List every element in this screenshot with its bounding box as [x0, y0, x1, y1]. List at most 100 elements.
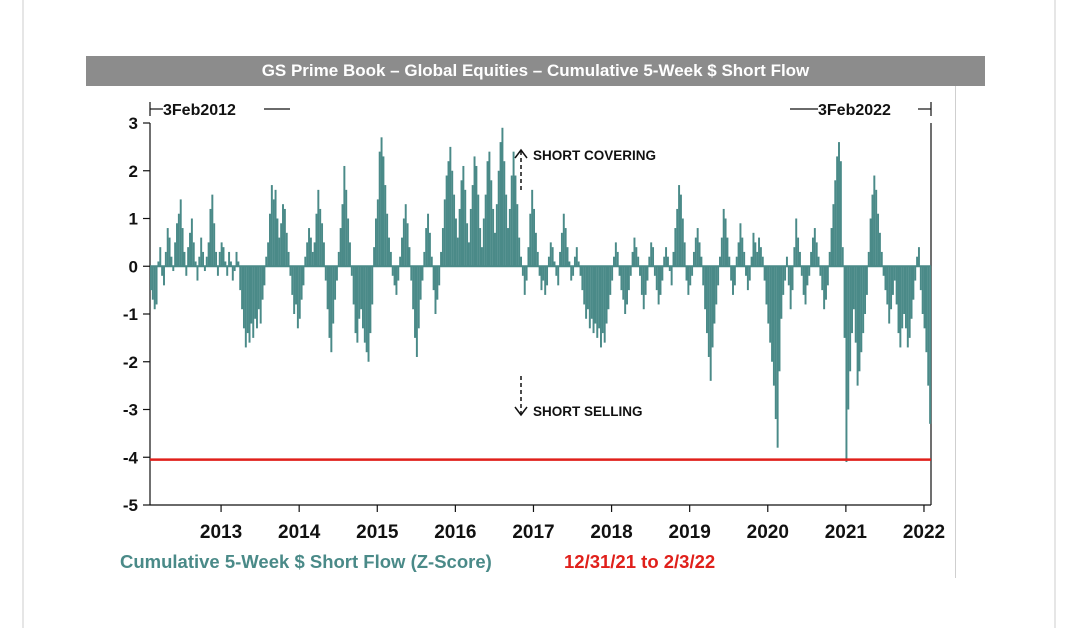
- bar: [830, 228, 833, 267]
- bar: [293, 266, 296, 314]
- bar: [269, 213, 271, 267]
- bar: [730, 266, 733, 281]
- bar: [482, 218, 485, 267]
- bar: [666, 256, 669, 267]
- bar: [865, 266, 868, 295]
- arrow-down-icon: [514, 406, 528, 417]
- bar: [573, 256, 576, 267]
- bar: [242, 266, 245, 329]
- chart-border: [955, 86, 956, 578]
- bar: [613, 256, 615, 267]
- bar: [836, 156, 839, 267]
- bar: [447, 161, 450, 267]
- bar: [205, 256, 208, 267]
- bar: [330, 266, 333, 353]
- bar: [484, 194, 487, 267]
- bar: [315, 213, 318, 267]
- bar: [564, 228, 567, 267]
- x-tick-label: 2020: [747, 522, 789, 543]
- bar: [917, 247, 920, 267]
- bar: [259, 266, 262, 324]
- bar: [713, 266, 716, 324]
- bar: [605, 266, 608, 324]
- y-tick-label: -3: [123, 401, 138, 420]
- bar: [771, 266, 774, 362]
- bar: [536, 251, 539, 267]
- bar: [534, 232, 537, 267]
- bar: [224, 261, 227, 267]
- bar: [575, 247, 578, 267]
- bar: [778, 266, 781, 372]
- bar: [395, 266, 398, 295]
- bar: [765, 266, 768, 305]
- bar: [759, 247, 762, 267]
- bar: [577, 261, 580, 267]
- bar: [414, 266, 416, 338]
- bar: [880, 251, 883, 267]
- bar: [475, 165, 478, 267]
- plot-frame: [149, 123, 932, 506]
- bar: [650, 242, 653, 267]
- bar: [774, 266, 777, 420]
- bar: [665, 247, 668, 267]
- axes: 3 2 1 0 -1 -2 -3 -4 -5 2013 2014 2015 2016 2017 2018 20…: [123, 114, 945, 543]
- bar: [345, 189, 348, 267]
- bar: [882, 266, 885, 276]
- bar: [875, 189, 878, 267]
- bar: [663, 256, 666, 267]
- bar: [689, 266, 692, 286]
- bar: [834, 180, 837, 267]
- bar: [151, 266, 154, 300]
- y-tick-label: 1: [129, 210, 138, 229]
- bar: [177, 213, 180, 267]
- bar: [921, 266, 924, 314]
- bar: [891, 266, 894, 295]
- bar: [172, 266, 175, 272]
- bar: [492, 208, 495, 267]
- bar: [317, 189, 320, 267]
- bar: [706, 266, 708, 334]
- bar: [419, 266, 422, 300]
- bar: [769, 266, 772, 343]
- screenshot-frame: [22, 0, 1056, 628]
- bar: [681, 218, 684, 267]
- short-selling-annotation: SHORT SELLING: [514, 376, 643, 419]
- bar: [800, 266, 803, 276]
- bar: [867, 251, 870, 267]
- bar: [631, 251, 634, 267]
- bar: [347, 218, 350, 267]
- bar: [194, 261, 197, 267]
- bar: [795, 218, 798, 267]
- bar: [674, 228, 677, 267]
- bar: [810, 251, 813, 267]
- bar: [845, 266, 848, 463]
- bar: [285, 232, 288, 267]
- x-tick-label: 2013: [200, 522, 242, 543]
- bar: [283, 208, 286, 267]
- bar: [841, 247, 844, 267]
- bar: [531, 189, 534, 267]
- bar: [494, 232, 496, 267]
- bar: [683, 242, 686, 267]
- bar: [458, 208, 461, 267]
- bar: [906, 266, 909, 348]
- bar: [337, 251, 340, 267]
- bar: [901, 266, 904, 329]
- bar: [373, 247, 376, 267]
- bar: [521, 266, 524, 276]
- bar: [471, 185, 474, 267]
- bar: [553, 261, 556, 267]
- bar: [235, 251, 238, 267]
- bar: [168, 237, 171, 267]
- bar: [923, 266, 926, 329]
- bar: [724, 218, 727, 267]
- bar: [254, 266, 257, 319]
- bar: [568, 261, 571, 267]
- bar: [520, 256, 522, 267]
- bar: [594, 266, 597, 324]
- bar: [878, 232, 881, 267]
- bar: [839, 161, 842, 267]
- bar: [343, 165, 346, 267]
- bar: [692, 251, 695, 267]
